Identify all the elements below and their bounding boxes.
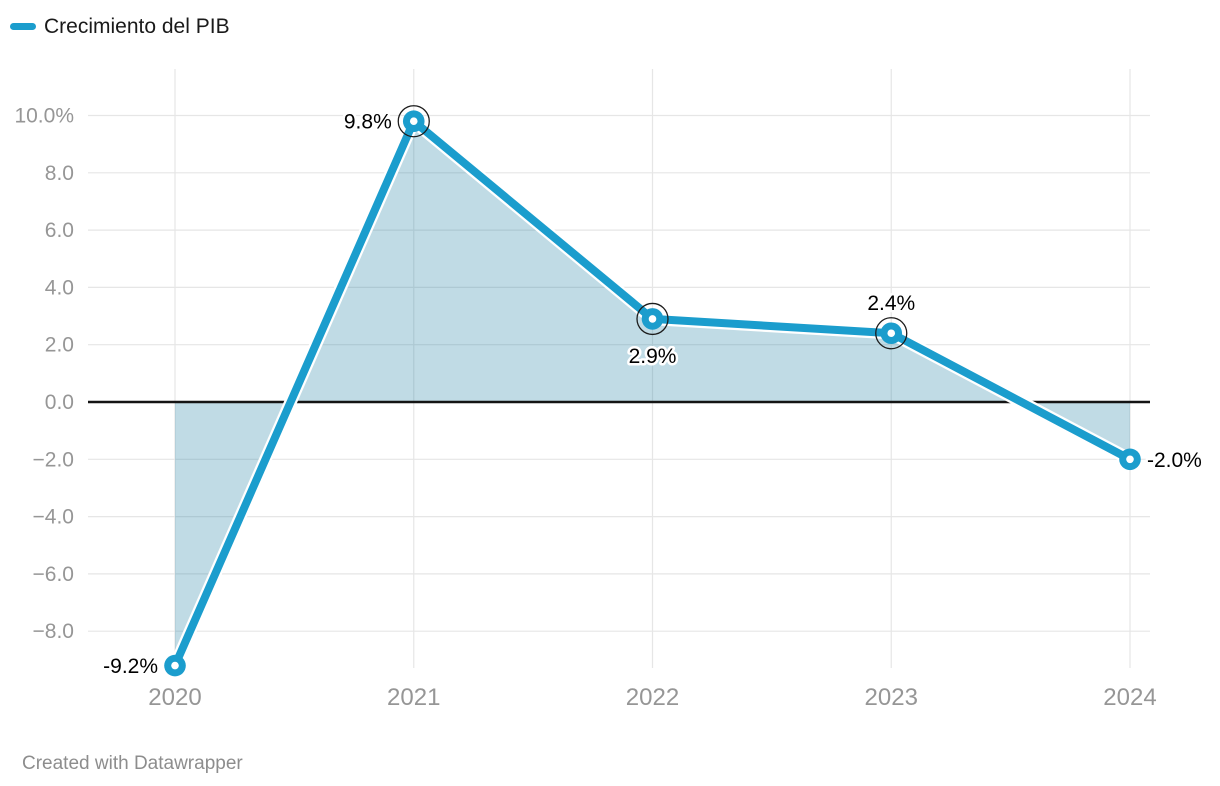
- attribution-text: Created with Datawrapper: [22, 753, 243, 774]
- data-point-value-label: 2.4%: [867, 292, 915, 315]
- legend-series-label: Crecimiento del PIB: [44, 15, 230, 38]
- data-point-center-dot: [171, 661, 179, 670]
- x-axis-tick-label: 2023: [865, 684, 918, 711]
- y-axis-tick-label: 0.0: [45, 391, 74, 414]
- data-point-center-dot: [409, 117, 418, 126]
- y-axis-tick-label: 10.0%: [14, 105, 74, 128]
- legend: Crecimiento del PIB: [10, 16, 230, 37]
- data-point-center-dot: [648, 315, 657, 323]
- data-point-center-dot: [1126, 455, 1134, 464]
- y-axis-tick-label: 6.0: [45, 219, 74, 242]
- y-axis-tick-label: 8.0: [45, 162, 74, 185]
- series-area-fill: [175, 121, 1130, 666]
- data-point-ring: [875, 317, 908, 350]
- y-axis-tick-label: −6.0: [33, 563, 74, 586]
- y-axis-tick-label: −8.0: [33, 620, 74, 643]
- data-point-ring: [397, 105, 430, 138]
- y-axis-tick-label: 4.0: [45, 276, 74, 299]
- x-axis-tick-label: 2021: [387, 684, 440, 711]
- data-point-value-label: -9.2%: [103, 655, 158, 678]
- data-point-value-label: 9.8%: [344, 111, 392, 134]
- x-axis-tick-label: 2022: [626, 684, 679, 711]
- y-axis-tick-label: −2.0: [33, 448, 74, 471]
- data-point-value-label: -2.0%: [1147, 449, 1202, 472]
- legend-line-swatch-icon: [10, 23, 36, 30]
- y-axis-tick-label: −4.0: [33, 506, 74, 529]
- x-axis-tick-label: 2024: [1103, 684, 1156, 711]
- x-axis-tick-label: 2020: [148, 684, 201, 711]
- data-point-center-dot: [887, 329, 896, 338]
- data-point-value-label: 2.9%: [629, 345, 677, 368]
- data-point-ring: [636, 302, 669, 336]
- y-axis-tick-label: 2.0: [45, 334, 74, 357]
